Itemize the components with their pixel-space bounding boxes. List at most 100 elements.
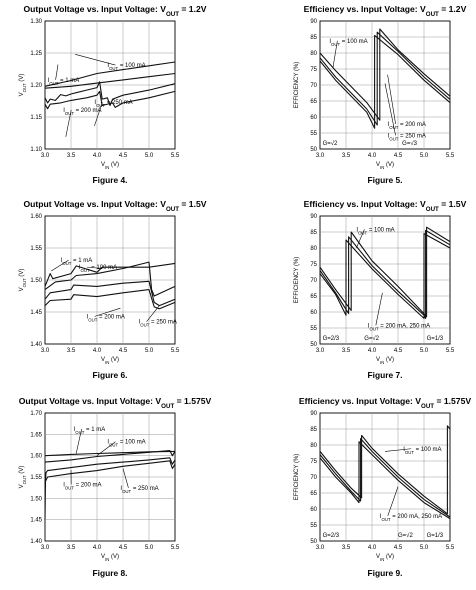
- x-tick-label: 5.0: [420, 153, 429, 159]
- y-tick-label: 1.10: [30, 147, 42, 153]
- y-tick-label: 1.45: [30, 518, 42, 524]
- figure-caption: Figure 6.: [93, 370, 128, 380]
- chart-title: Efficiency vs. Input Voltage: VOUT = 1.5…: [304, 199, 467, 213]
- x-axis-label-suffix: (V): [109, 357, 119, 363]
- y-axis-label-suffix: (V): [19, 74, 25, 84]
- annotation-label-subscript: OUT: [49, 80, 58, 85]
- annotation-label-suffix: = 100 mA: [340, 39, 368, 45]
- y-axis-label: EFFICIENCY (%): [294, 257, 300, 304]
- y-tick-label: 75: [310, 262, 317, 268]
- annotation-label-subscript: OUT: [109, 442, 118, 447]
- chart-title-subscript: OUT: [426, 206, 439, 213]
- x-tick-label: 4.5: [119, 545, 128, 551]
- chart-title-suffix: = 1.5V: [439, 199, 467, 209]
- annotation-label-subscript: OUT: [65, 110, 74, 115]
- x-tick-label: 4.5: [394, 153, 403, 159]
- figure-caption: Figure 9.: [368, 568, 403, 578]
- y-tick-label: 1.50: [30, 278, 42, 284]
- chart-title: Output Voltage vs. Input Voltage: VOUT =…: [24, 4, 207, 18]
- annotation-label-subscript: OUT: [370, 326, 379, 331]
- annotation-label-suffix: = 1 mA: [58, 78, 79, 84]
- chart-title-suffix: = 1.575V: [174, 396, 211, 406]
- y-tick-label: 50: [310, 147, 317, 153]
- y-tick-label: 1.55: [30, 475, 42, 481]
- x-tick-label: 4.5: [394, 545, 403, 551]
- gain-label: G=√2: [323, 140, 338, 147]
- x-tick-label: 3.5: [342, 153, 351, 159]
- chart-title-text: Efficiency vs. Input Voltage: V: [304, 199, 426, 209]
- x-tick-label: 4.5: [119, 348, 128, 354]
- gain-label: G=2/3: [323, 336, 340, 342]
- chart-title-subscript: OUT: [421, 403, 434, 410]
- y-tick-label: 70: [310, 475, 317, 481]
- y-tick-label: 1.40: [30, 342, 42, 348]
- x-axis-label: VIN (V): [376, 554, 394, 562]
- x-axis-label: VIN (V): [101, 554, 119, 562]
- x-tick-label: 5.5: [446, 348, 455, 354]
- y-tick-label: 55: [310, 326, 317, 332]
- x-axis-label: VIN (V): [101, 162, 119, 170]
- annotation-label-suffix: = 250 mA: [398, 133, 426, 139]
- annotation-label-subscript: OUT: [381, 516, 390, 521]
- y-tick-label: 70: [310, 278, 317, 284]
- y-tick-label: 70: [310, 83, 317, 89]
- annotation-label-subscript: OUT: [75, 429, 84, 434]
- x-tick-label: 3.5: [342, 545, 351, 551]
- chart-title-subscript: OUT: [161, 403, 174, 410]
- chart-title-suffix: = 1.2V: [439, 4, 467, 14]
- x-tick-label: 3.0: [316, 545, 325, 551]
- x-tick-label: 3.5: [67, 153, 76, 159]
- y-tick-label: 1.55: [30, 246, 42, 252]
- annotation-label-suffix: = 1 mA: [84, 427, 105, 433]
- y-tick-label: 85: [310, 230, 317, 236]
- y-tick-label: 80: [310, 51, 317, 57]
- x-tick-label: 5.0: [420, 348, 429, 354]
- chart-title-subscript: OUT: [426, 11, 439, 18]
- x-tick-label: 5.0: [145, 545, 154, 551]
- x-tick-label: 5.0: [145, 153, 154, 159]
- y-axis-label-suffix: (V): [19, 269, 25, 279]
- x-axis-label: VIN (V): [376, 162, 394, 170]
- y-axis-label-subscript: OUT: [22, 83, 27, 92]
- y-axis-label: VOUT (V): [19, 74, 27, 97]
- annotation-label-suffix: = 200 mA: [74, 108, 102, 114]
- y-tick-label: 1.70: [30, 411, 42, 417]
- chart-title: Output Voltage vs. Input Voltage: VOUT =…: [19, 396, 212, 410]
- gain-label: G=1/3: [427, 533, 444, 539]
- annotation-label-subscript: OUT: [358, 230, 367, 235]
- y-tick-label: 90: [310, 19, 317, 25]
- x-tick-label: 3.0: [41, 153, 50, 159]
- figure-caption: Figure 8.: [93, 568, 128, 578]
- x-tick-label: 3.0: [316, 153, 325, 159]
- chart-title-subscript: OUT: [166, 206, 179, 213]
- y-tick-label: 1.30: [30, 19, 42, 25]
- annotation-label-suffix: = 200 mA: [398, 122, 426, 128]
- annotation-label-suffix: = 250 mA: [131, 486, 159, 492]
- x-axis-label-suffix: (V): [384, 162, 394, 168]
- annotation-label-subscript: OUT: [331, 41, 340, 46]
- y-tick-label: 1.60: [30, 454, 42, 460]
- y-tick-label: 85: [310, 427, 317, 433]
- gain-label: G=2/3: [323, 533, 340, 539]
- x-axis-label-suffix: (V): [384, 554, 394, 560]
- annotation-label-subscript: OUT: [109, 66, 118, 71]
- y-axis-label-subscript: OUT: [22, 475, 27, 484]
- chart-title-text: Efficiency vs. Input Voltage: V: [304, 4, 426, 14]
- x-tick-label: 4.0: [93, 153, 102, 159]
- y-tick-label: 55: [310, 523, 317, 529]
- annotation-label-suffix: = 200 mA: [97, 314, 125, 320]
- chart-title-subscript: OUT: [166, 11, 179, 18]
- x-tick-label: 5.5: [171, 153, 180, 159]
- x-tick-label: 4.5: [394, 348, 403, 354]
- y-tick-label: 1.65: [30, 432, 42, 438]
- chart-title-text: Efficiency vs. Input Voltage: V: [299, 396, 421, 406]
- x-tick-label: 4.0: [368, 153, 377, 159]
- annotation-label-suffix: = 100 mA: [118, 63, 146, 69]
- y-tick-label: 75: [310, 459, 317, 465]
- figure-caption: Figure 5.: [368, 175, 403, 185]
- x-tick-label: 5.0: [145, 348, 154, 354]
- x-tick-label: 3.0: [41, 545, 50, 551]
- y-axis-label-text: EFFICIENCY (%): [294, 62, 300, 109]
- annotation-label-subscript: OUT: [122, 488, 131, 493]
- x-tick-label: 3.5: [67, 545, 76, 551]
